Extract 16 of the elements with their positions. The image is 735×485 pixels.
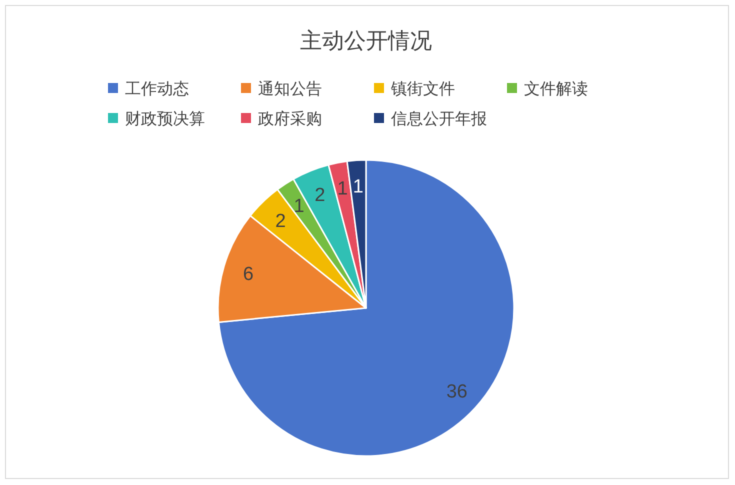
data-label: 6 — [242, 264, 254, 286]
data-label: 1 — [294, 196, 304, 218]
legend-label: 文件解读 — [524, 80, 588, 98]
data-label: 1 — [337, 178, 348, 200]
data-label: 2 — [275, 210, 286, 232]
pie-slice — [218, 159, 515, 456]
legend-label: 镇街文件 — [390, 80, 455, 98]
chart-title: 主动公开情况 — [300, 28, 432, 53]
data-label: 2 — [314, 185, 326, 206]
data-label: 1 — [352, 176, 364, 198]
legend-label: 政府采购 — [258, 110, 322, 128]
data-label: 36 — [446, 382, 468, 403]
legend-label: 财政预决算 — [125, 110, 205, 128]
legend-label: 信息公开年报 — [391, 110, 487, 128]
legend-label: 工作动态 — [125, 80, 189, 98]
legend-label: 通知公告 — [258, 80, 322, 98]
